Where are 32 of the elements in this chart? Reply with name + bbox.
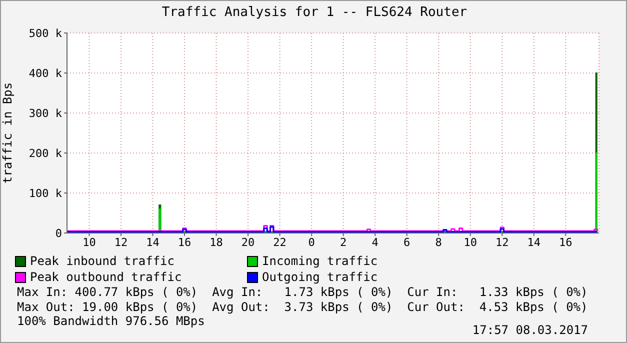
y-tick-label: 300 k — [28, 106, 62, 120]
y-axis-title: traffic in Bps — [0, 82, 14, 184]
text: Max Out: 19.00 kBps ( 0%) Avg Out: 3.73 kBps ( 0%) Cur Out: 4.53 kBps ( 0%) — [17, 300, 588, 314]
text: 17:57 08.03.2017 — [472, 323, 588, 337]
x-tick-label: 16 — [559, 236, 572, 249]
chart-title: Traffic Analysis for 1 -- FLS624 Router — [160, 5, 468, 20]
x-tick-label: 12 — [114, 236, 128, 249]
legend-label: Incoming traffic — [261, 253, 379, 269]
x-tick-label: 20 — [241, 236, 255, 249]
x-tick-label: 6 — [404, 236, 410, 249]
x-tick-label: 10 — [82, 236, 96, 249]
text: Max In: 400.77 kBps ( 0%) Avg In: 1.73 kBps ( 0%) Cur In: 1.33 kBps ( 0%) — [17, 285, 588, 300]
y-tick-label: 200 k — [28, 146, 62, 160]
y-tick-label: 100 k — [28, 186, 62, 200]
x-tick-label: 8 — [435, 236, 442, 249]
x-tick-label: 10 — [464, 236, 477, 249]
x-tick-label: 14 — [527, 236, 541, 249]
x-tick-label: 12 — [496, 236, 509, 249]
x-tick-label: 14 — [146, 236, 160, 249]
legend-label: Peak inbound traffic — [29, 253, 176, 269]
x-tick-label: 16 — [178, 236, 192, 249]
legend-label: Peak outbound traffic — [29, 269, 183, 285]
legend-label: Outgoing traffic — [261, 269, 379, 285]
x-tick-label: 0 — [308, 236, 315, 249]
y-tick-label: 400 k — [28, 66, 62, 80]
y-tick-label: 0 — [55, 226, 62, 240]
y-tick-label: 500 k — [28, 26, 62, 40]
text: 100% Bandwidth 976.56 MBps — [17, 314, 205, 328]
x-tick-label: 18 — [210, 236, 223, 249]
x-tick-label: 2 — [340, 236, 347, 249]
x-tick-label: 22 — [273, 236, 286, 249]
x-tick-label: 4 — [372, 236, 379, 249]
